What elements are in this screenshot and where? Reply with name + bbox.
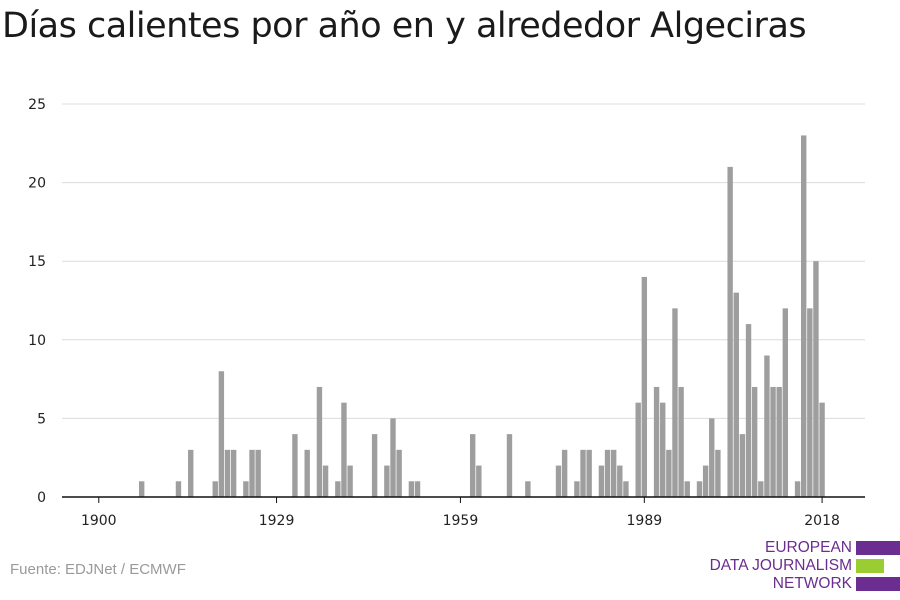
bar [561, 449, 568, 497]
bar [666, 449, 672, 497]
logo-line-2: DATA JOURNALISM [709, 557, 852, 574]
bar [316, 386, 323, 497]
bar [801, 135, 807, 497]
bar [347, 465, 353, 497]
bar [807, 308, 813, 497]
logo-bar-bottom [856, 577, 900, 591]
bar [138, 481, 145, 497]
bar [819, 402, 825, 497]
bar [598, 465, 605, 497]
bars [138, 135, 825, 497]
bar [715, 449, 721, 497]
bar [341, 402, 347, 497]
bar [188, 449, 194, 497]
logo-bar-top [856, 541, 900, 555]
bar [604, 449, 611, 497]
logo-line-3: NETWORK [772, 575, 852, 592]
logo-bar-middle [856, 559, 884, 573]
bar [304, 449, 310, 497]
bar [813, 261, 819, 497]
bar [249, 449, 255, 497]
bar [525, 481, 531, 497]
bar [696, 481, 703, 497]
bar [384, 465, 390, 497]
x-tick-labels: 1900 1929 1959 1989 2018 [81, 513, 840, 529]
bar [371, 434, 378, 497]
bar [322, 465, 329, 497]
bar [794, 481, 801, 497]
y-tick-label: 20 [28, 176, 46, 192]
y-tick-label: 5 [37, 411, 46, 427]
bar [224, 449, 231, 497]
x-tick-label: 1989 [627, 513, 663, 529]
bar [243, 481, 249, 497]
y-tick-label: 15 [28, 254, 46, 270]
bar [230, 449, 237, 497]
bar [764, 355, 770, 497]
bar [660, 402, 666, 497]
bar [408, 481, 415, 497]
bar [770, 386, 776, 497]
bar [733, 292, 739, 497]
bar [414, 481, 421, 497]
bar [782, 308, 789, 497]
bar [727, 166, 733, 497]
y-tick-label: 25 [28, 97, 46, 113]
bar [212, 481, 218, 497]
bar [739, 434, 746, 497]
bar [751, 386, 758, 497]
bar [635, 402, 641, 497]
bar [758, 481, 764, 497]
bar [506, 434, 513, 497]
bar [470, 434, 476, 497]
gridlines [62, 103, 865, 419]
x-tick-label: 2018 [804, 513, 840, 529]
bar [390, 418, 396, 497]
bar [580, 449, 586, 497]
bar [555, 465, 562, 497]
bar [684, 481, 690, 497]
y-tick-label: 0 [37, 490, 46, 506]
x-tick-label: 1959 [443, 513, 479, 529]
y-tick-label: 10 [28, 333, 46, 349]
chart-title: Días calientes por año en y alrededor Al… [2, 6, 807, 46]
edjnet-logo: EUROPEAN DATA JOURNALISM NETWORK [700, 538, 900, 594]
x-axis [62, 496, 865, 503]
bar [586, 449, 592, 497]
bar [702, 465, 709, 497]
bar [623, 481, 629, 497]
logo-line-1: EUROPEAN [765, 539, 852, 556]
bar [653, 386, 660, 497]
bar [255, 449, 261, 497]
bar [709, 418, 715, 497]
bar [617, 465, 623, 497]
bar [396, 449, 402, 497]
bar [610, 449, 617, 497]
bar [678, 386, 684, 497]
bar [175, 481, 182, 497]
source-note: Fuente: EDJNet / ECMWF [10, 561, 186, 578]
bar [672, 308, 678, 497]
y-tick-labels: 0 5 10 15 20 25 [28, 97, 46, 506]
bar [745, 324, 752, 497]
bar [776, 386, 782, 497]
bar [641, 276, 648, 497]
x-tick-label: 1900 [81, 513, 117, 529]
bar [335, 481, 341, 497]
bar [574, 481, 580, 497]
bar [292, 434, 298, 497]
x-tick-label: 1929 [259, 513, 295, 529]
bar [218, 371, 225, 497]
bar [476, 465, 482, 497]
